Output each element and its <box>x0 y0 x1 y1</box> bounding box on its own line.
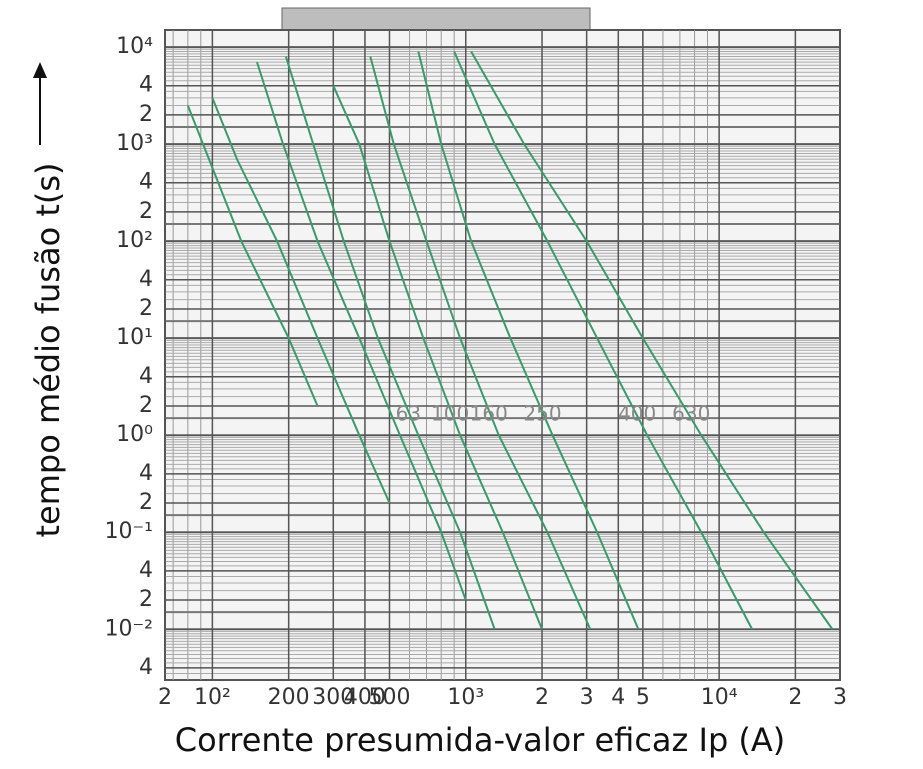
curve-label: 250 <box>523 402 561 426</box>
y-tick-label: 4 <box>139 364 153 389</box>
y-tick-label: 4 <box>139 461 153 486</box>
curve-label: 63 <box>396 402 421 426</box>
y-tick-label: 4 <box>139 655 153 680</box>
y-tick-label: 10³ <box>116 131 153 156</box>
x-tick-label: 10² <box>194 685 231 710</box>
x-tick-label: 500 <box>368 685 410 710</box>
y-tick-label: 10² <box>116 228 153 253</box>
x-tick-label: 10³ <box>447 685 484 710</box>
curve <box>256 61 467 601</box>
curve <box>453 51 754 630</box>
curve <box>186 105 319 407</box>
y-tick-label: 2 <box>139 587 153 612</box>
y-tick-label: 10¹ <box>116 325 153 350</box>
curve <box>417 51 640 630</box>
y-tick-label: 4 <box>139 558 153 583</box>
x-tick-label: 200 <box>268 685 310 710</box>
y-tick-label: 2 <box>139 102 153 127</box>
x-tick-label: 10⁴ <box>701 685 738 710</box>
y-tick-label: 10⁻¹ <box>105 519 153 544</box>
y-tick-label: 2 <box>139 490 153 515</box>
y-tick-label: 4 <box>139 267 153 292</box>
y-tick-label: 2 <box>139 296 153 321</box>
x-tick-label: 2 <box>535 685 549 710</box>
curve <box>369 56 592 630</box>
x-tick-label: 2 <box>788 685 802 710</box>
y-tick-label: 2 <box>139 393 153 418</box>
curve-label: 100 <box>431 402 469 426</box>
plot-area <box>164 29 841 681</box>
x-axis-label: Corrente presumida-valor eficaz Ip (A) <box>175 721 786 759</box>
curve <box>470 51 834 630</box>
y-axis-label: tempo médio fusão t(s) <box>29 162 67 537</box>
y-arrow-head <box>33 62 47 78</box>
y-tick-label: 4 <box>139 170 153 195</box>
x-tick-label: 3 <box>833 685 847 710</box>
x-tick-label: 2 <box>158 685 172 710</box>
x-tick-label: 4 <box>611 685 625 710</box>
curve-label: 630 <box>672 402 710 426</box>
y-tick-label: 10⁻² <box>105 616 153 641</box>
x-tick-label: 3 <box>580 685 594 710</box>
y-tick-label: 10⁴ <box>116 34 153 59</box>
curve <box>284 56 496 630</box>
curve <box>211 97 391 504</box>
x-tick-label: 5 <box>636 685 650 710</box>
y-tick-label: 4 <box>139 73 153 98</box>
curve <box>332 85 543 630</box>
curve-label: 400 <box>618 402 656 426</box>
y-tick-label: 10⁰ <box>116 422 153 447</box>
x-tick-label: 400 <box>344 685 386 710</box>
curve-label: 160 <box>470 402 508 426</box>
y-tick-label: 2 <box>139 199 153 224</box>
x-tick-label: 300 <box>312 685 354 710</box>
